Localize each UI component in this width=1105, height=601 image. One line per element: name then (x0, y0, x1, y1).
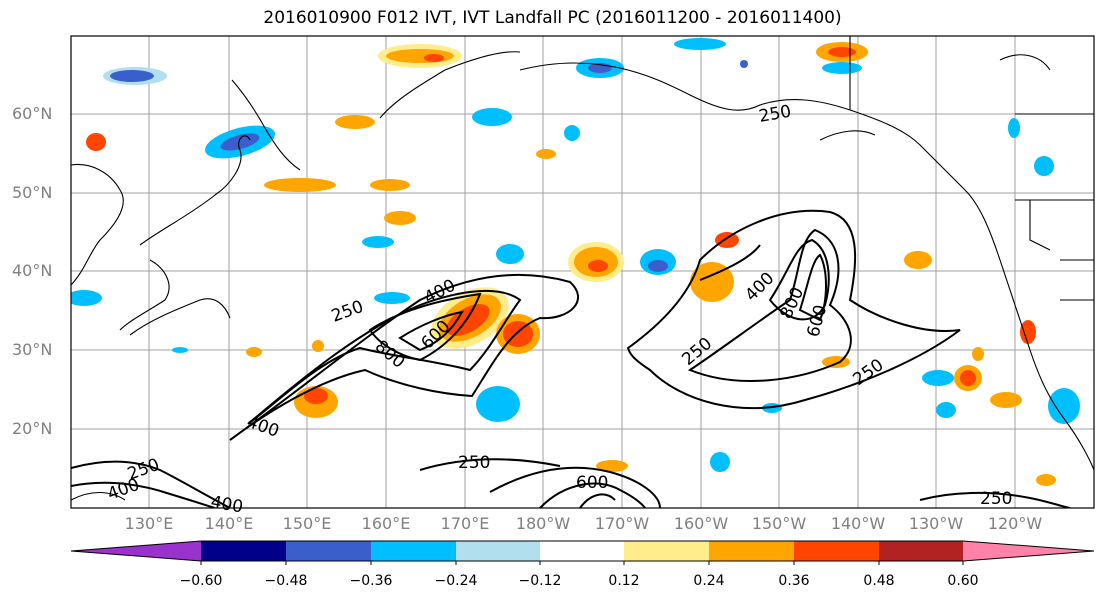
colorbar-label: 0.48 (863, 573, 895, 589)
map-title: 2016010900 F012 IVT, IVT Landfall PC (20… (263, 8, 842, 28)
colorbar-extend-max (963, 541, 1094, 561)
colorbar-extend-min (71, 541, 201, 561)
contour-label: 250 (458, 453, 490, 473)
lat-label-30n: 30°N (12, 340, 53, 359)
lon-label: 160°W (673, 514, 729, 533)
map-frame (70, 35, 1095, 509)
colorbar-label: −0.12 (518, 573, 562, 589)
contour-label: 800 (371, 337, 409, 373)
colorbar-segment (794, 541, 879, 561)
lat-label-40n: 40°N (12, 261, 53, 280)
contour-label: 250 (757, 102, 792, 127)
contour-label: 400 (244, 412, 281, 442)
lon-label: 180°W (515, 514, 571, 533)
gridlines (71, 36, 1094, 508)
colorbar (70, 540, 1095, 565)
contour-label: 400 (741, 268, 778, 305)
contour-label: 600 (576, 473, 608, 493)
colorbar-label: −0.36 (349, 573, 393, 589)
lon-label: 140°W (830, 514, 886, 533)
colorbar-label: 0.36 (778, 573, 810, 589)
colorbar-segment (540, 541, 624, 561)
colorbar-segment (286, 541, 371, 561)
lat-label-20n: 20°N (12, 419, 53, 438)
colorbar-label: 0.60 (947, 573, 979, 589)
contour-label: 800 (776, 284, 808, 322)
colorbar-label: 0.24 (693, 573, 725, 589)
lon-label: 160°E (361, 514, 411, 533)
contour-label: 250 (329, 297, 366, 327)
colorbar-label: −0.48 (264, 573, 308, 589)
contour-label: 250 (678, 334, 716, 370)
lon-label: 130°E (124, 514, 174, 533)
lon-label: 140°E (204, 514, 254, 533)
coastlines (71, 36, 1094, 501)
lon-label: 130°W (908, 514, 964, 533)
contour-label: 400 (105, 475, 142, 505)
lon-label: 170°W (594, 514, 650, 533)
anomaly-patches (71, 38, 1080, 486)
colorbar-segment (879, 541, 963, 561)
colorbar-label: 0.12 (608, 573, 640, 589)
colorbar-label: −0.60 (179, 573, 223, 589)
contour-label: 250 (980, 489, 1012, 509)
colorbar-segment (371, 541, 456, 561)
lon-label: 120°W (987, 514, 1043, 533)
lat-label-60n: 60°N (12, 104, 53, 123)
colorbar-segment (624, 541, 709, 561)
colorbar-label: −0.24 (434, 573, 478, 589)
ivt-contours (71, 209, 1071, 508)
lon-label: 150°W (751, 514, 807, 533)
lon-label: 170°E (440, 514, 490, 533)
lat-label-50n: 50°N (12, 183, 53, 202)
colorbar-segment (456, 541, 540, 561)
contour-labels: 250 400 600 800 250 400 600 800 250 250 … (105, 102, 1013, 518)
contour-label: 600 (804, 303, 832, 340)
colorbar-segment (201, 541, 286, 561)
lon-label: 150°E (282, 514, 332, 533)
colorbar-segment (709, 541, 794, 561)
